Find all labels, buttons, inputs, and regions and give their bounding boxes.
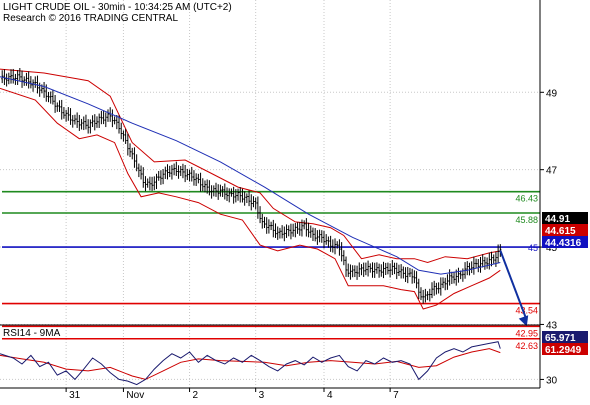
price-tag-box [542,212,588,224]
rsi-tag-box [542,343,588,355]
price-tag-box [542,224,588,236]
price-tag-label: 44.615 [545,226,576,237]
x-tick-label: 7 [393,390,399,400]
rsi-title: RSI14 - 9MA [3,328,61,339]
x-tick-label: 31 [69,390,81,400]
rsi-line [0,341,501,386]
level-label-pivot: 45 [528,243,538,253]
rsi-panel [0,341,501,386]
level-label-resistance: 46.43 [515,194,538,204]
x-tick-label: Nov [126,390,144,400]
x-tick-label: 2 [193,390,199,400]
y-tick-label: 49 [546,88,558,99]
rsi-tag-label: 61.2949 [545,345,582,356]
price-candles [1,68,502,304]
level-label-support: 43.54 [515,306,538,316]
rsi-ma-line [0,348,501,380]
level-label-support: 42.95 [515,328,538,338]
y-tick-label: 43 [546,320,558,331]
level-label-resistance: 45.88 [515,215,538,225]
chart-title: LIGHT CRUDE OIL - 30min - 10:34:25 AM (U… [3,2,232,13]
y-tick-label: 47 [546,166,558,177]
bollinger-lower-line [0,87,501,310]
x-tick-label: 4 [327,390,333,400]
price-tag-box [542,236,588,248]
price-tag-label: 44.4316 [545,238,582,249]
rsi-y-tick-label: 30 [546,375,558,386]
horizontal-levels: 46.43 45.88 45 43.54 42.95 42.63 [2,190,540,351]
price-tag-label: 44.91 [545,214,570,225]
moving-average-line [0,76,501,275]
forecast-arrow-head [518,315,529,327]
forecast-arrow [499,250,529,327]
chart-subtitle: Research © 2016 TRADING CENTRAL [3,13,178,24]
x-tick-label: 3 [259,390,265,400]
rsi-tag-box [542,331,588,343]
moving-average [0,76,501,275]
rsi-tag-label: 65.971 [545,333,576,344]
y-tick-label: 45 [546,243,558,254]
level-label-support: 42.63 [515,341,538,351]
forecast-arrow-shaft [499,250,528,321]
